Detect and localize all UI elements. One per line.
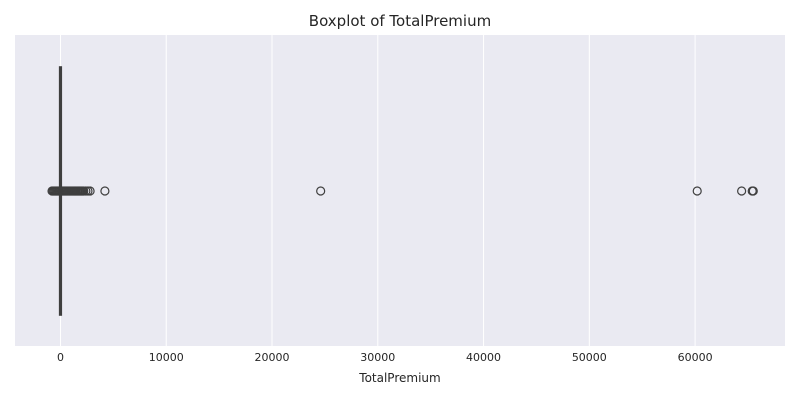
- x-tick-label: 40000: [466, 351, 501, 364]
- x-tick-label: 10000: [149, 351, 184, 364]
- chart-title: Boxplot of TotalPremium: [309, 12, 491, 30]
- outlier-point: [748, 186, 758, 196]
- x-tick-label: 0: [57, 351, 64, 364]
- x-tick-label: 30000: [360, 351, 395, 364]
- x-axis-label: TotalPremium: [358, 371, 440, 385]
- x-tick-label: 60000: [678, 351, 713, 364]
- outlier-point: [100, 186, 110, 196]
- x-tick-label: 50000: [572, 351, 607, 364]
- grid-lines: [59, 35, 696, 346]
- outlier-point: [692, 186, 702, 196]
- x-axis-ticks: 0 10000 20000 30000 40000 50000 60000: [57, 351, 713, 364]
- outlier-point: [85, 186, 95, 196]
- outlier-point: [316, 186, 326, 196]
- outlier-point: [737, 186, 747, 196]
- x-tick-label: 20000: [255, 351, 290, 364]
- plot-area: [15, 35, 785, 346]
- outliers: [47, 186, 758, 196]
